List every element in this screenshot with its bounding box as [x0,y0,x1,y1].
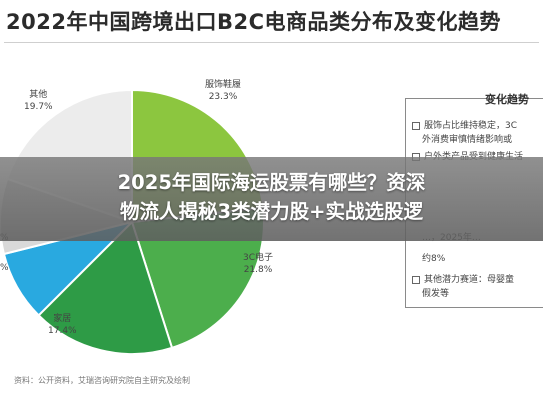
headline-line-2: 物流人揭秘3类潜力股+实战选股逻 [120,200,423,223]
slice-label-home: 家居 17.4% [48,314,77,336]
trend-title: 变化趋势 [485,93,529,106]
slice-label-apparel: 服饰鞋履 23.3% [205,80,242,102]
trend-item: 假发等 [422,289,450,299]
slice-label-edge-2: % [0,263,9,273]
headline-line-1: 2025年国际海运股票有哪些？资深 [117,171,426,194]
headline-banner [0,157,543,241]
trend-item: 服饰占比维持稳定，3C [412,120,517,133]
slice-label-electronics: 3C电子 21.8% [243,253,274,275]
checkbox-icon [412,275,420,284]
chart-title: 2022年中国跨境出口B2C电商品类分布及变化趋势 [6,10,501,34]
slice-home [37,220,174,355]
trend-item: 外消费审慎情绪影响或 [422,135,513,145]
title-divider [4,42,539,43]
trend-item: 约8% [422,254,446,264]
slice-label-other: 其他 19.7% [24,90,53,112]
headline-text[interactable]: 2025年国际海运股票有哪些？资深 物流人揭秘3类潜力股+实战选股逻 [0,168,543,226]
source-note: 资料：公开资料，艾瑞咨询研究院自主研究及绘制 [14,376,190,385]
checkbox-icon [412,121,420,130]
trend-item: 其他潜力赛道：母婴童 [412,274,514,287]
